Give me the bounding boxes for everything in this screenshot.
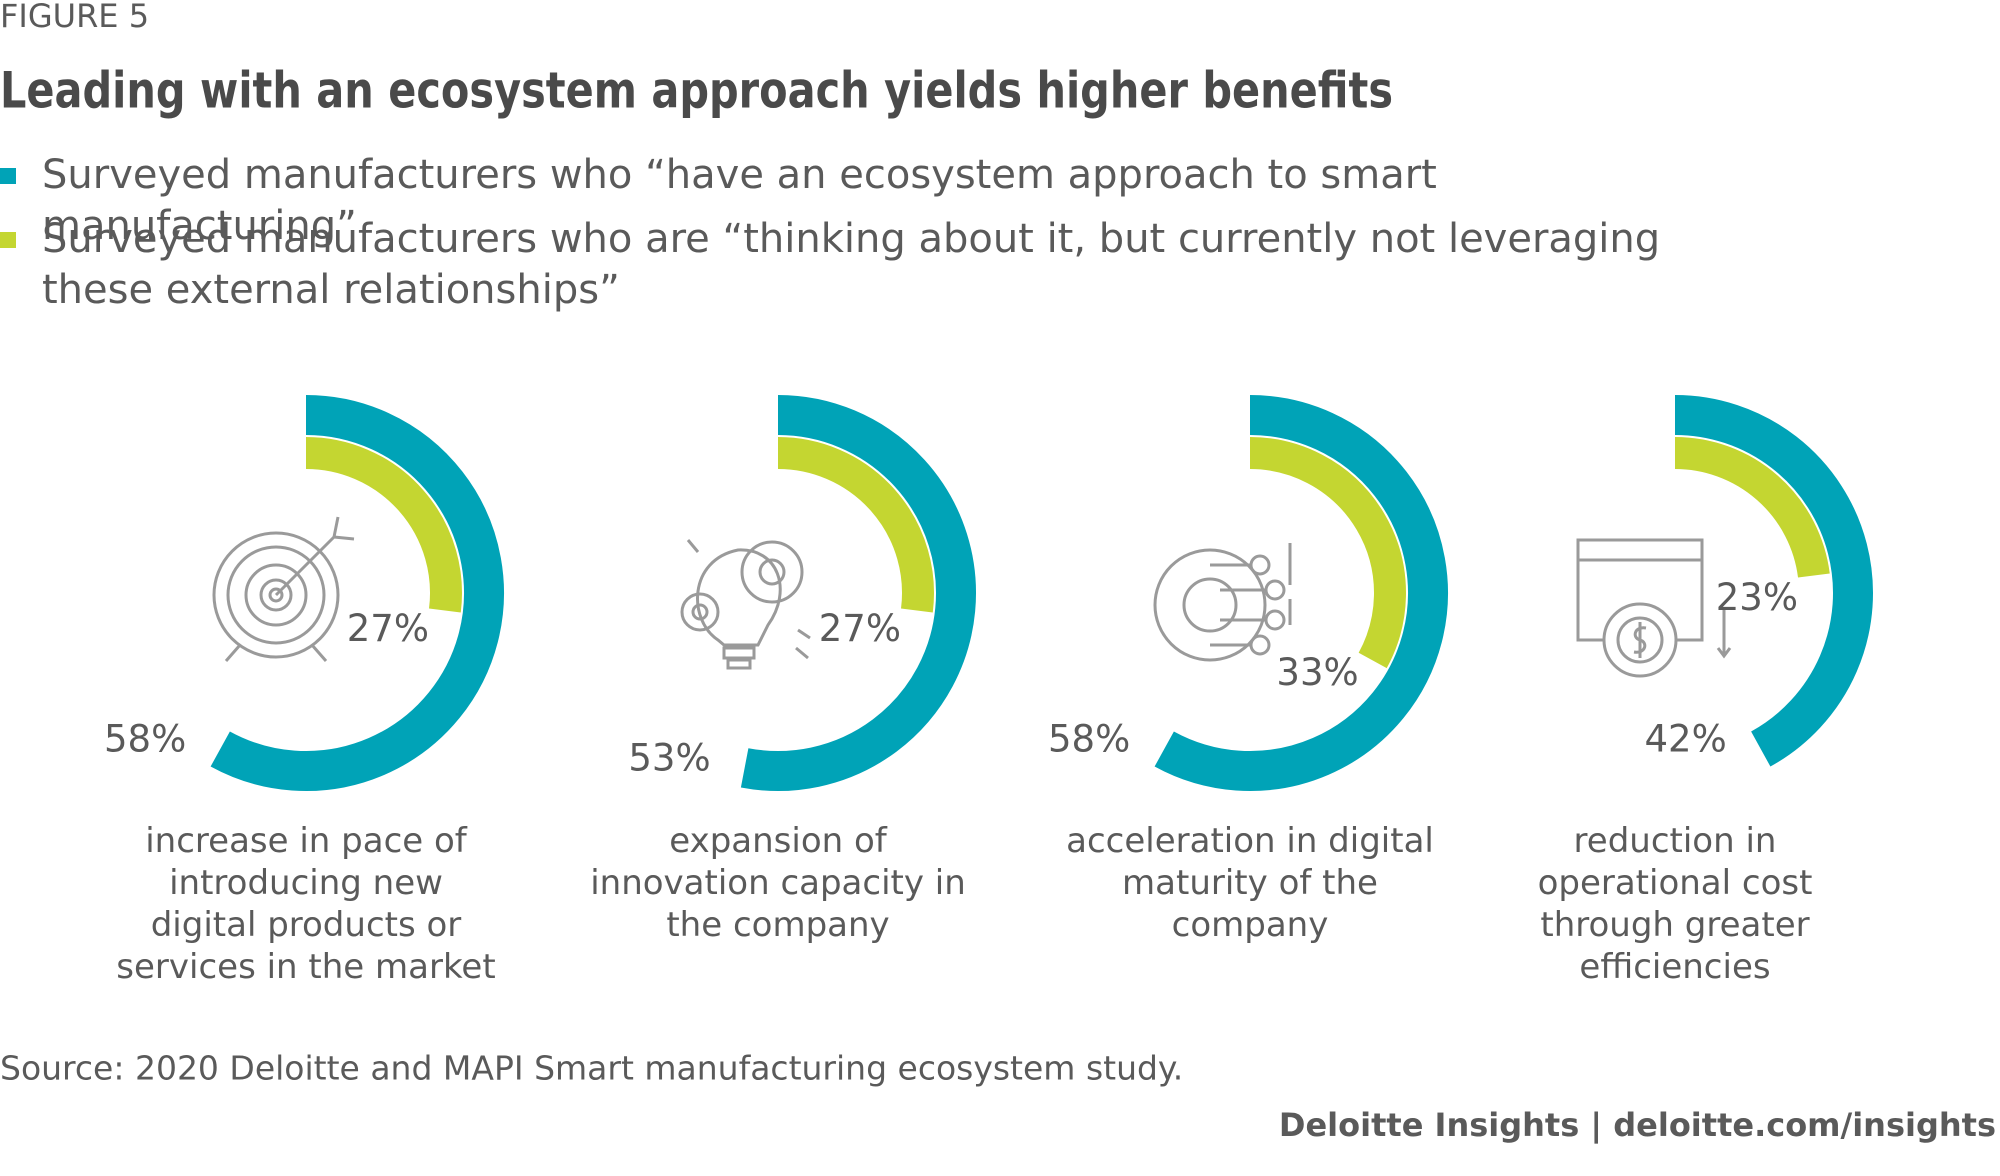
value-label: 53% xyxy=(628,736,710,779)
arc-bar xyxy=(1249,437,1406,669)
idea-icon xyxy=(680,539,811,670)
legend-item: Surveyed manufacturers who “have an ecos… xyxy=(0,150,1760,252)
arc-bar xyxy=(740,395,976,791)
value-label: 23% xyxy=(1716,576,1798,619)
target-icon xyxy=(212,516,355,662)
category-label: expansion of innovation capacity in the … xyxy=(590,821,966,945)
gear-network-icon xyxy=(1153,543,1292,662)
source-note: Source: 2020 Deloitte and MAPI Smart man… xyxy=(0,1049,1183,1088)
value-label: 58% xyxy=(1048,717,1130,760)
value-label: 27% xyxy=(819,607,901,650)
arc-bar xyxy=(1154,395,1448,791)
value-label: 42% xyxy=(1645,717,1727,760)
arc-bar xyxy=(210,395,504,791)
arc-bar xyxy=(1674,437,1830,578)
value-label: 27% xyxy=(347,607,429,650)
cost-icon xyxy=(1576,538,1732,678)
legend-item: Surveyed manufacturers who are “thinking… xyxy=(0,214,1760,316)
value-label: 33% xyxy=(1276,651,1358,694)
category-label: increase in pace of introducing new digi… xyxy=(116,821,496,987)
category-label: reduction in operational cost through gr… xyxy=(1537,821,1813,987)
legend-label: Surveyed manufacturers who “have an ecos… xyxy=(42,152,1437,249)
legend-label: Surveyed manufacturers who are “thinking… xyxy=(42,216,1661,313)
category-label: acceleration in digital maturity of the … xyxy=(1066,821,1434,945)
value-label: 58% xyxy=(104,717,186,760)
arc-bar xyxy=(777,437,934,613)
legend-swatch xyxy=(0,168,16,184)
figure-label: FIGURE 5 xyxy=(0,0,149,35)
credit: Deloitte Insights | deloitte.com/insight… xyxy=(1279,1106,1996,1145)
arc-bar xyxy=(305,437,462,613)
chart-title: Leading with an ecosystem approach yield… xyxy=(0,62,1393,120)
arc-bar xyxy=(1674,395,1873,767)
legend-swatch xyxy=(0,232,16,248)
